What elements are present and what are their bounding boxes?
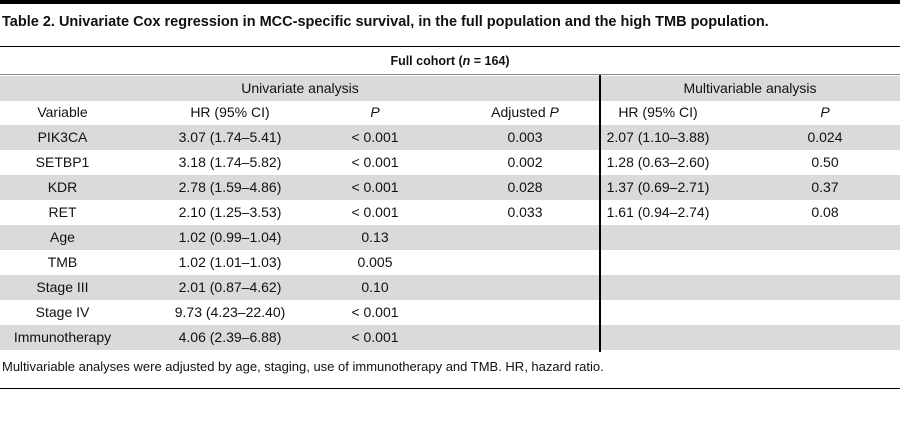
cell: Stage IV xyxy=(35,304,90,320)
group-header: Univariate analysis xyxy=(241,80,359,96)
cell: 0.10 xyxy=(361,279,389,295)
cell: < 0.001 xyxy=(351,154,399,170)
text: P xyxy=(820,104,830,120)
cell: < 0.001 xyxy=(351,179,399,195)
text: = 164) xyxy=(470,54,510,68)
cell: 0.033 xyxy=(507,204,543,220)
column-header: HR (95% CI) xyxy=(140,100,320,125)
cell: TMB xyxy=(47,254,78,270)
cell: SETBP1 xyxy=(35,154,90,170)
column-header: P xyxy=(320,100,430,125)
cell: 3.18 (1.74–5.82) xyxy=(178,154,282,170)
cell: RET xyxy=(48,204,77,220)
row-band xyxy=(0,325,900,350)
cell: PIK3CA xyxy=(37,129,88,145)
top-bar xyxy=(0,0,900,4)
text: HR (95% CI) xyxy=(190,104,270,120)
cell: Immunotherapy xyxy=(13,329,112,345)
cell: 2.10 (1.25–3.53) xyxy=(178,204,282,220)
cell: 0.13 xyxy=(361,229,389,245)
cell: < 0.001 xyxy=(351,129,399,145)
rule xyxy=(0,46,900,47)
cell: 3.07 (1.74–5.41) xyxy=(178,129,282,145)
cell: 1.28 (0.63–2.60) xyxy=(606,154,710,170)
column-header: Adjusted P xyxy=(460,100,590,125)
text: Variable xyxy=(37,104,88,120)
column-header: P xyxy=(760,100,890,125)
row-band xyxy=(0,225,900,250)
cell: 4.06 (2.39–6.88) xyxy=(178,329,282,345)
text: P xyxy=(549,104,559,120)
cell: KDR xyxy=(47,179,78,195)
text: P xyxy=(370,104,380,120)
cell: 9.73 (4.23–22.40) xyxy=(174,304,286,320)
cell: Age xyxy=(50,229,75,245)
cell: 0.37 xyxy=(811,179,839,195)
row-band xyxy=(0,125,900,150)
table-title: Table 2. Univariate Cox regression in MC… xyxy=(2,14,769,30)
cell: 2.78 (1.59–4.86) xyxy=(178,179,282,195)
cell: < 0.001 xyxy=(351,304,399,320)
text: Full cohort ( xyxy=(390,54,463,68)
cell: 2.07 (1.10–3.88) xyxy=(606,129,710,145)
cell: 0.024 xyxy=(807,129,843,145)
column-header: HR (95% CI) xyxy=(600,100,716,125)
row-band xyxy=(0,275,900,300)
cell: 1.37 (0.69–2.71) xyxy=(606,179,710,195)
cell: 0.003 xyxy=(507,129,543,145)
cell: 0.005 xyxy=(357,254,393,270)
cell: 2.01 (0.87–4.62) xyxy=(178,279,282,295)
cell: 0.08 xyxy=(811,204,839,220)
text: HR (95% CI) xyxy=(618,104,698,120)
cell: Stage III xyxy=(36,279,89,295)
rule xyxy=(0,74,900,75)
rule xyxy=(0,388,900,389)
cell: 0.50 xyxy=(811,154,839,170)
row-band xyxy=(0,175,900,200)
cell: 0.028 xyxy=(507,179,543,195)
column-header: Variable xyxy=(0,100,125,125)
text: n xyxy=(462,54,471,68)
cell: 1.61 (0.94–2.74) xyxy=(606,204,710,220)
footnote: Multivariable analyses were adjusted by … xyxy=(2,359,604,374)
group-header-row xyxy=(0,76,900,101)
cell: 1.02 (1.01–1.03) xyxy=(178,254,282,270)
cell: < 0.001 xyxy=(351,204,399,220)
text: Adjusted xyxy=(491,104,550,120)
cell: < 0.001 xyxy=(351,329,399,345)
cell: 1.02 (0.99–1.04) xyxy=(178,229,282,245)
divider xyxy=(599,75,601,352)
cohort-label: Full cohort (n = 164) xyxy=(0,54,900,68)
cell: 0.002 xyxy=(507,154,543,170)
group-header: Multivariable analysis xyxy=(683,80,817,96)
